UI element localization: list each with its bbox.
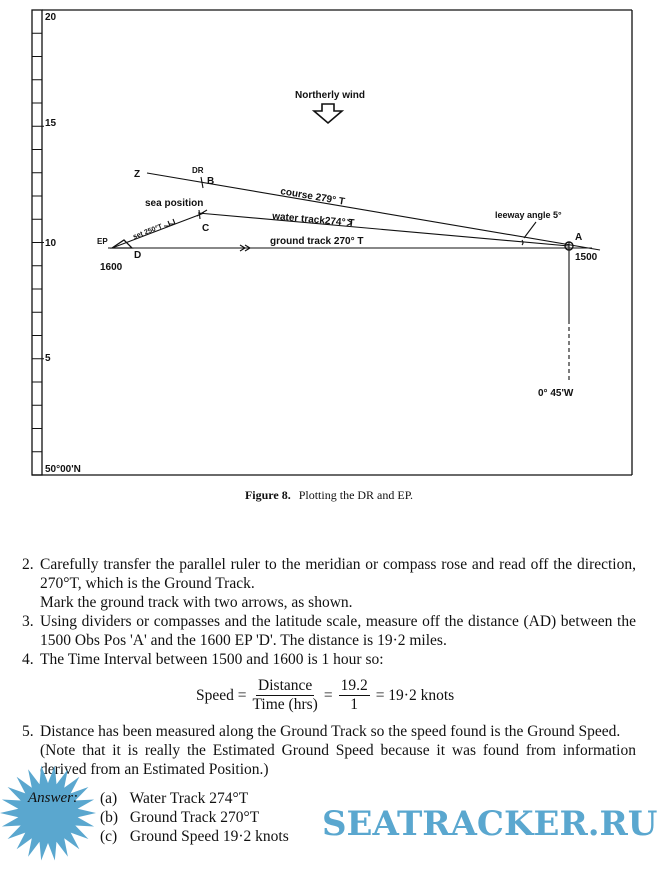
step-3: 3. Using dividers or compasses and the l…: [22, 612, 636, 650]
leeway-pointer: [523, 221, 537, 239]
meridian-label: 0° 45'W: [538, 388, 574, 399]
set-arrows-icon: [164, 218, 176, 227]
formula-result: = 19·2 knots: [375, 687, 455, 704]
water-track-arrow-icon: [346, 219, 353, 227]
answer-label: Answer:: [28, 790, 78, 806]
answer-letter: (b): [100, 809, 119, 826]
set-line: [111, 212, 205, 249]
point-b: B: [207, 176, 214, 187]
fraction: Distance Time (hrs): [253, 677, 318, 714]
step-text: Using dividers or compasses and the lati…: [40, 613, 636, 649]
point-d: D: [134, 250, 141, 261]
wind-arrow-icon: [311, 103, 345, 125]
point-c: C: [202, 223, 209, 234]
caption-label: Figure 8.: [244, 488, 291, 502]
sea-position-label: sea position: [145, 198, 203, 209]
step-2: 2. Carefully transfer the parallel ruler…: [22, 555, 636, 612]
formula-lhs: Speed =: [196, 687, 247, 704]
watermark: SEATRACKER.RU: [322, 804, 658, 844]
equals: =: [323, 687, 333, 704]
point-z: Z: [134, 169, 140, 180]
scale-label-5: 5: [45, 353, 51, 364]
c-tick2: [198, 209, 201, 220]
ground-track-label: ground track 270° T: [270, 236, 363, 247]
denominator: 1: [350, 696, 358, 713]
wind-label: Northerly wind: [295, 90, 365, 101]
answer-item: (a) Water Track 274°T: [100, 789, 289, 808]
answer-item: (c) Ground Speed 19·2 knots: [100, 827, 289, 846]
scale-label-latitude: 50°00'N: [45, 464, 81, 475]
starburst-icon: [0, 765, 96, 861]
answer-list: (a) Water Track 274°T (b) Ground Track 2…: [100, 789, 289, 846]
caption-text: Plotting the DR and EP.: [298, 488, 414, 502]
point-dr: DR: [192, 166, 204, 175]
time-1600: 1600: [100, 262, 123, 273]
step-text: Mark the ground track with two arrows, a…: [40, 594, 353, 611]
answer-text: Water Track 274°T: [129, 790, 249, 807]
set-label: set 250°T: [132, 222, 164, 241]
scale-label-15: 15: [45, 118, 57, 129]
step-text: (Note that it is really the Estimated Gr…: [40, 742, 636, 778]
ground-track-arrows-icon: [239, 244, 252, 252]
dr-tick: [200, 176, 204, 189]
answer-letter: (a): [100, 790, 118, 807]
answer-text: Ground Track 270°T: [129, 809, 260, 826]
scale-label-10: 10: [45, 238, 57, 249]
water-track-label: water track274° T: [271, 211, 355, 229]
step-number: 4.: [22, 651, 34, 668]
step-number: 5.: [22, 723, 34, 740]
scale-label-20: 20: [45, 12, 57, 23]
step-text: The Time Interval between 1500 and 1600 …: [40, 651, 384, 668]
leeway-arc: [521, 239, 524, 246]
step-text: Carefully transfer the parallel ruler to…: [40, 556, 636, 592]
answer-block: Answer: (a) Water Track 274°T (b) Ground…: [0, 765, 657, 861]
c-tick: [196, 209, 208, 217]
fraction: 19.2 1: [338, 677, 370, 714]
speed-formula: Speed = Distance Time (hrs) = 19.2 1 = 19·…: [196, 677, 636, 714]
answer-text: Ground Speed 19·2 knots: [129, 828, 289, 845]
step-text: Distance has been measured along the Gro…: [40, 723, 621, 740]
step-4: 4. The Time Interval between 1500 and 16…: [22, 650, 636, 669]
step-number: 2.: [22, 556, 34, 573]
plotting-diagram: 20 15 10 5 50°00'N Northerly wind Z DR B…: [31, 9, 633, 476]
ep-triangle-icon: [109, 239, 134, 249]
point-ep: EP: [97, 237, 108, 246]
answer-letter: (c): [100, 828, 118, 845]
numerator: 19.2: [338, 677, 370, 696]
point-a: A: [575, 232, 582, 243]
latitude-scale: [32, 32, 44, 453]
course-label: course 279° T: [280, 186, 346, 208]
step-number: 3.: [22, 613, 34, 630]
water-track-line: [197, 212, 570, 247]
numerator: Distance: [256, 677, 315, 696]
body-text: 2. Carefully transfer the parallel ruler…: [0, 555, 657, 861]
leeway-label: leeway angle 5°: [495, 210, 562, 220]
step-5: 5. Distance has been measured along the …: [22, 722, 636, 779]
answer-item: (b) Ground Track 270°T: [100, 808, 289, 827]
figure-caption: Figure 8. Plotting the DR and EP.: [0, 488, 658, 503]
denominator: Time (hrs): [252, 696, 318, 713]
time-1500: 1500: [575, 252, 598, 263]
